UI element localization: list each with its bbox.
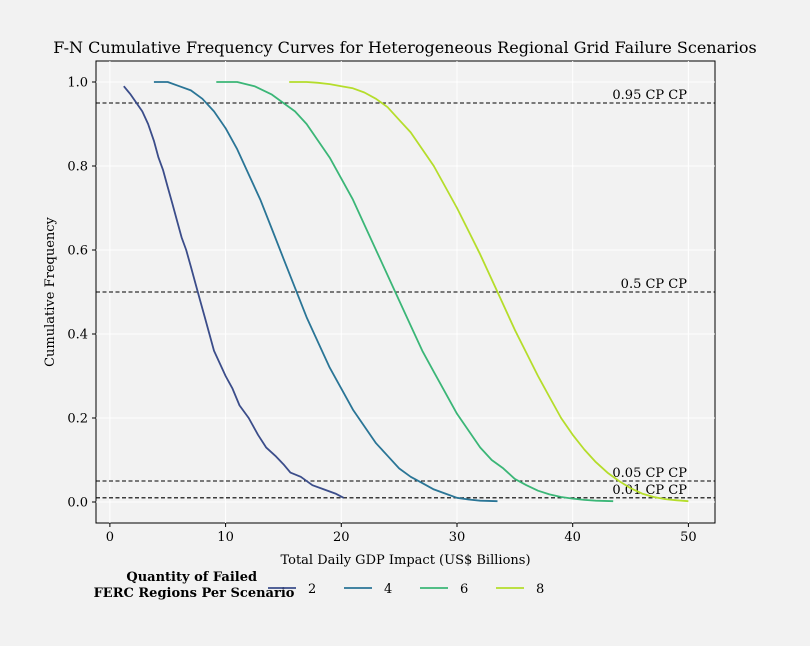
- y-tick-label: 0.6: [67, 244, 88, 259]
- legend-label-2: 2: [308, 582, 316, 597]
- y-tick-label: 0.0: [67, 496, 88, 511]
- legend-label-6: 6: [460, 582, 468, 597]
- x-tick-label: 40: [564, 530, 581, 545]
- y-tick-label: 1.0: [67, 76, 88, 91]
- y-tick-label: 0.4: [67, 328, 88, 343]
- x-tick-label: 20: [333, 530, 350, 545]
- series-line-8: [289, 81, 689, 503]
- x-tick-label: 30: [449, 530, 466, 545]
- legend-label-8: 8: [536, 582, 544, 597]
- legend-title: Quantity of Failed FERC Regions Per Scen…: [94, 570, 295, 601]
- x-tick-label: 10: [217, 530, 234, 545]
- series-line-2: [123, 85, 345, 499]
- y-tick-label: 0.2: [67, 412, 88, 427]
- axis-ticks: 0 10 20 30 40 50 0.0 0.2 0.4 0.6 0.8 1.0: [67, 76, 696, 546]
- legend-title-line-2: FERC Regions Per Scenario: [94, 586, 295, 601]
- series-lines: [123, 81, 689, 503]
- x-tick-label: 50: [680, 530, 697, 545]
- reference-line-label: 0.05 CP CP: [612, 466, 687, 481]
- x-axis-label: Total Daily GDP Impact (US$ Billions): [280, 553, 530, 568]
- reference-line-label: 0.01 CP CP: [612, 483, 687, 498]
- y-axis-label: Cumulative Frequency: [43, 216, 58, 366]
- legend-title-line-1: Quantity of Failed: [126, 570, 257, 585]
- reference-line-label: 0.95 CP CP: [612, 88, 687, 103]
- reference-lines: 0.95 CP CP 0.5 CP CP 0.05 CP CP 0.01 CP CP: [96, 88, 715, 499]
- x-tick-label: 0: [106, 530, 114, 545]
- chart-title: F-N Cumulative Frequency Curves for Hete…: [53, 38, 757, 57]
- legend: Quantity of Failed FERC Regions Per Scen…: [94, 570, 545, 601]
- y-tick-label: 0.8: [67, 160, 88, 175]
- series-line-4: [153, 81, 498, 503]
- legend-label-4: 4: [384, 582, 392, 597]
- series-line-6: [216, 81, 614, 503]
- reference-line-label: 0.5 CP CP: [621, 277, 688, 292]
